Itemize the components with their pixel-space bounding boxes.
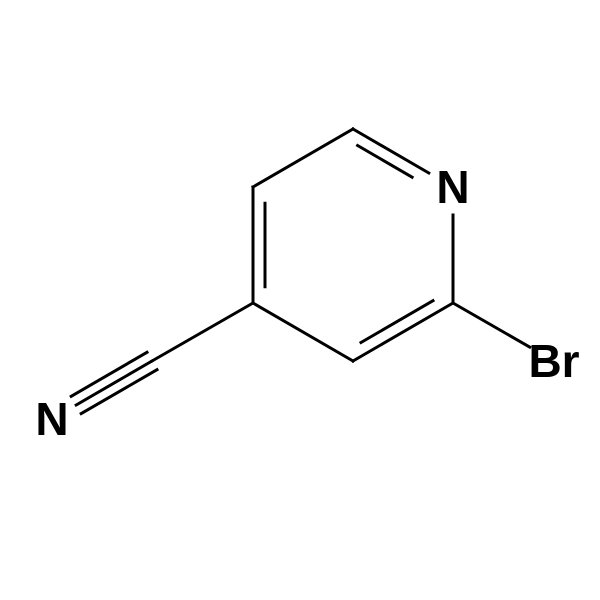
bond-double-outer [353, 303, 453, 361]
bond-single [253, 303, 353, 361]
bond-triple-a [71, 352, 147, 396]
bond-single [152, 303, 253, 361]
bond-single [253, 129, 353, 187]
bond-double-inner [358, 146, 413, 178]
bond-triple-b [81, 370, 157, 414]
atom-label-n8: N [35, 393, 68, 445]
bond-single [453, 303, 530, 347]
atom-label-br: Br [528, 335, 579, 387]
bond-triple-mid [76, 361, 152, 405]
molecule-canvas: N N Br [0, 0, 600, 600]
atom-label-n1: N [436, 161, 469, 213]
